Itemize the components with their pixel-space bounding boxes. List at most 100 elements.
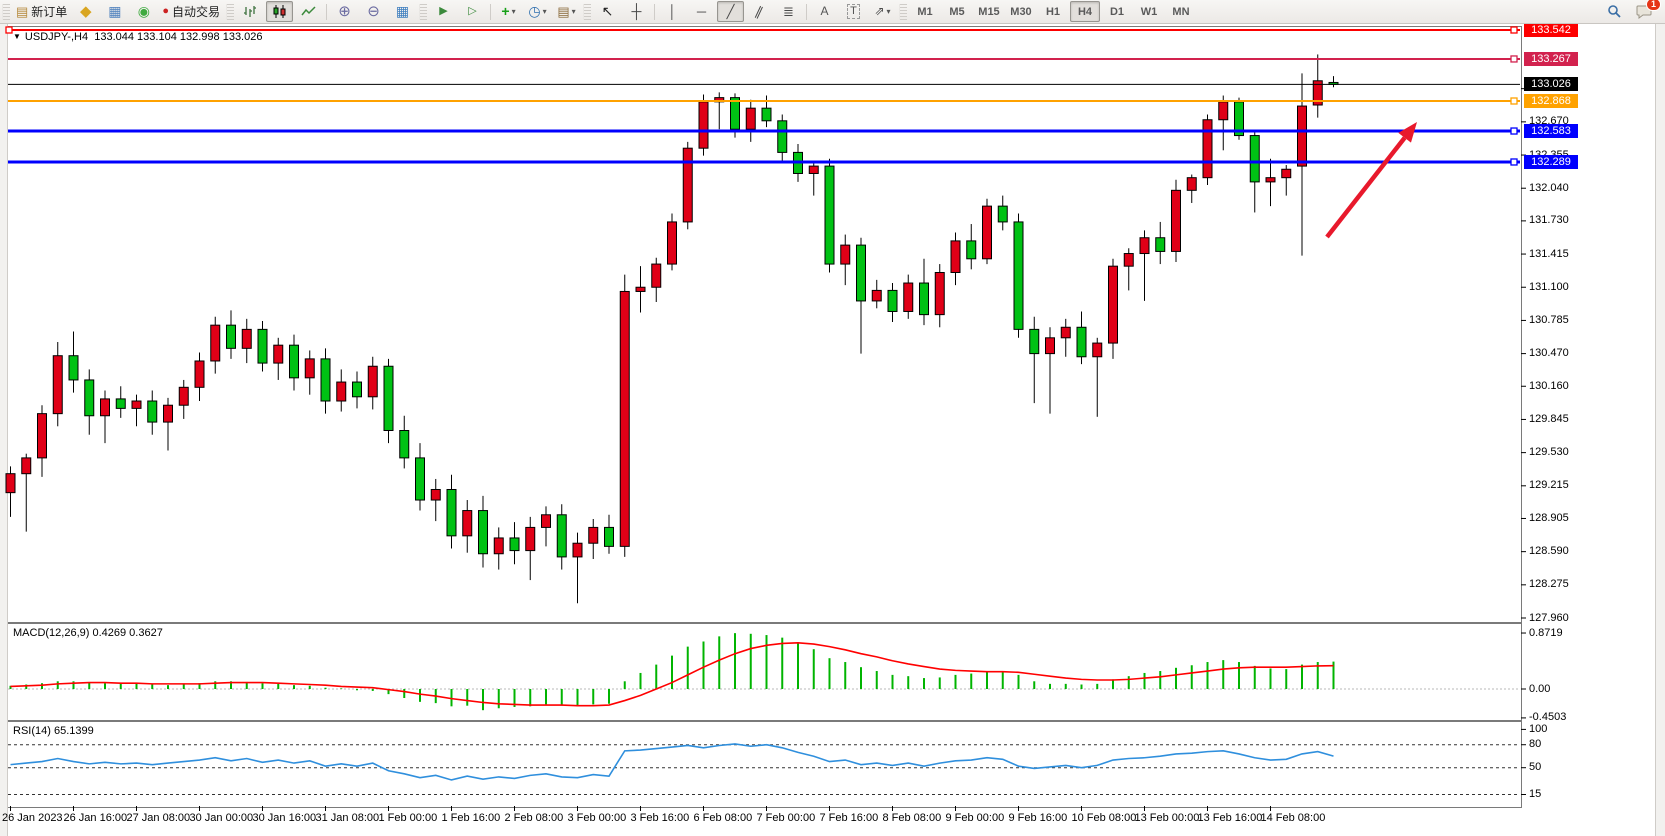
timeframe-group: M1 M5 M15 M30 H1 H4 D1 W1 MN [909, 1, 1197, 22]
time-axis-label: 10 Feb 08:00 [1071, 812, 1137, 824]
vertical-line-tool-button[interactable]: │ [659, 1, 686, 22]
cursor-icon: ↖ [601, 3, 614, 19]
text-label-icon: T [847, 4, 860, 19]
time-axis-label: 1 Feb 00:00 [378, 812, 438, 824]
tile-windows-button[interactable]: ▦ [389, 1, 416, 22]
zoom-out-button[interactable]: ⊖ [360, 1, 387, 22]
new-order-button[interactable]: ▤ 新订单 [13, 1, 70, 22]
fibonacci-tool-button[interactable]: ≣ [775, 1, 802, 22]
timeframe-M5[interactable]: M5 [949, 5, 965, 18]
zoom-in-icon: ⊕ [338, 3, 351, 20]
price-tick-label: 131.415 [1529, 247, 1569, 260]
chart-shift-button[interactable]: ▷ [459, 1, 486, 22]
collapse-arrow-icon[interactable]: ▼ [13, 32, 21, 41]
bar-chart-button[interactable] [237, 1, 264, 22]
text-icon: A [820, 4, 829, 18]
chevron-down-icon: ▾ [511, 7, 516, 16]
timeframe-W1[interactable]: W1 [1140, 5, 1158, 18]
toolbar-gripper[interactable] [898, 3, 907, 20]
signals-button[interactable]: ◉ [130, 1, 157, 22]
add-indicator-button[interactable]: + ▾ [495, 1, 522, 22]
macd-axis-label: -0.4503 [1529, 711, 1567, 724]
horizontal-line-tool-button[interactable]: ─ [688, 1, 715, 22]
price-tick-label: 129.530 [1529, 446, 1569, 459]
high-value: 133.104 [137, 31, 177, 43]
crosshair-tool-button[interactable]: ┼ [623, 1, 650, 22]
time-axis-label: 30 Jan 16:00 [252, 812, 317, 824]
price-badge: 132.868 [1524, 93, 1578, 108]
timeframe-M15[interactable]: M15 [978, 5, 1000, 18]
price-tick-label: 129.215 [1529, 479, 1569, 492]
auto-scroll-icon: ▶ [439, 5, 448, 17]
auto-scroll-button[interactable]: ▶ [430, 1, 457, 22]
toolbar-gripper[interactable] [225, 3, 234, 20]
time-axis-label: 3 Feb 16:00 [630, 812, 690, 824]
signals-icon: ◉ [137, 3, 150, 19]
price-badge: 133.026 [1524, 77, 1578, 92]
text-label-tool-button[interactable]: T [840, 1, 867, 22]
main-chart-panel[interactable] [7, 26, 1522, 623]
price-tick-label: 128.905 [1529, 511, 1569, 524]
line-chart-button[interactable] [295, 1, 322, 22]
price-tick-label: 131.730 [1529, 214, 1569, 227]
timeframe-D1[interactable]: D1 [1109, 5, 1125, 18]
horizontal-line-icon: ─ [696, 4, 707, 19]
toolbar-gripper[interactable] [2, 3, 10, 20]
timeframe-H1[interactable]: H1 [1045, 5, 1061, 18]
macd-axis-label: 0.8719 [1529, 626, 1563, 639]
text-tool-button[interactable]: A [811, 1, 838, 22]
channel-tool-button[interactable]: ∥ [746, 1, 773, 22]
window-right-edge [1655, 24, 1665, 836]
time-axis-label: 30 Jan 00:00 [189, 812, 254, 824]
candlestick-chart-button[interactable] [265, 1, 293, 22]
zoom-out-icon: ⊖ [367, 3, 380, 20]
rsi-panel[interactable]: RSI(14) 65.1399 [7, 721, 1522, 808]
timeframe-H4[interactable]: H4 [1069, 1, 1100, 22]
terminal-button[interactable]: ▦ [101, 1, 128, 22]
notification-count-badge: 1 [1645, 0, 1661, 11]
rsi-axis-label: 80 [1529, 738, 1542, 751]
timeframe-MN[interactable]: MN [1172, 5, 1190, 18]
arrows-tool-button[interactable]: ⇗ ▾ [869, 1, 896, 22]
time-axis-label: 9 Feb 00:00 [945, 812, 1005, 824]
search-button[interactable] [1601, 1, 1628, 22]
notifications-button[interactable]: 1 [1630, 0, 1661, 22]
price-badge: 133.542 [1524, 23, 1578, 37]
price-tick-label: 131.100 [1529, 280, 1569, 293]
price-tick-label: 132.670 [1529, 115, 1569, 128]
time-axis-label: 9 Feb 16:00 [1008, 812, 1068, 824]
time-axis-label: 26 Jan 16:00 [63, 812, 128, 824]
vertical-line-icon: │ [668, 4, 677, 19]
rsi-axis-label: 50 [1529, 761, 1542, 774]
toolbar-gripper[interactable] [582, 3, 591, 20]
candlestick-chart-icon [273, 5, 286, 18]
periods-button[interactable]: ◷ ▾ [524, 1, 551, 22]
chevron-down-icon: ▾ [886, 7, 891, 16]
time-axis-label: 6 Feb 08:00 [693, 812, 753, 824]
toolbar-gripper[interactable] [418, 3, 427, 20]
trendline-icon: ╱ [726, 4, 735, 19]
macd-panel[interactable]: MACD(12,26,9) 0.4269 0.3627 [7, 623, 1522, 721]
autotrading-button[interactable]: ● 自动交易 [159, 1, 223, 22]
price-tick-label: 130.785 [1529, 313, 1569, 326]
timeframe-M1[interactable]: M1 [917, 5, 933, 18]
time-axis-label: 13 Feb 00:00 [1134, 812, 1200, 824]
zoom-in-button[interactable]: ⊕ [331, 1, 358, 22]
template-icon: ▤ [557, 4, 570, 19]
price-badge: 132.289 [1524, 154, 1578, 169]
cursor-tool-button[interactable]: ↖ [594, 1, 621, 22]
price-badge: 133.267 [1524, 51, 1578, 66]
chart-shift-icon: ▷ [468, 5, 477, 17]
trendline-tool-button[interactable]: ╱ [716, 1, 744, 22]
terminal-icon: ▦ [108, 3, 122, 19]
rsi-axis-label: 100 [1529, 722, 1548, 735]
search-icon [1608, 5, 1621, 18]
open-value: 133.044 [94, 31, 134, 43]
new-order-label: 新订单 [31, 5, 68, 19]
timeframe-M30[interactable]: M30 [1010, 5, 1032, 18]
price-tick-label: 132.355 [1529, 148, 1569, 161]
chevron-down-icon: ▾ [571, 7, 576, 16]
templates-button[interactable]: ▤ ▾ [553, 1, 580, 22]
package-button[interactable]: ◆ [72, 1, 99, 22]
